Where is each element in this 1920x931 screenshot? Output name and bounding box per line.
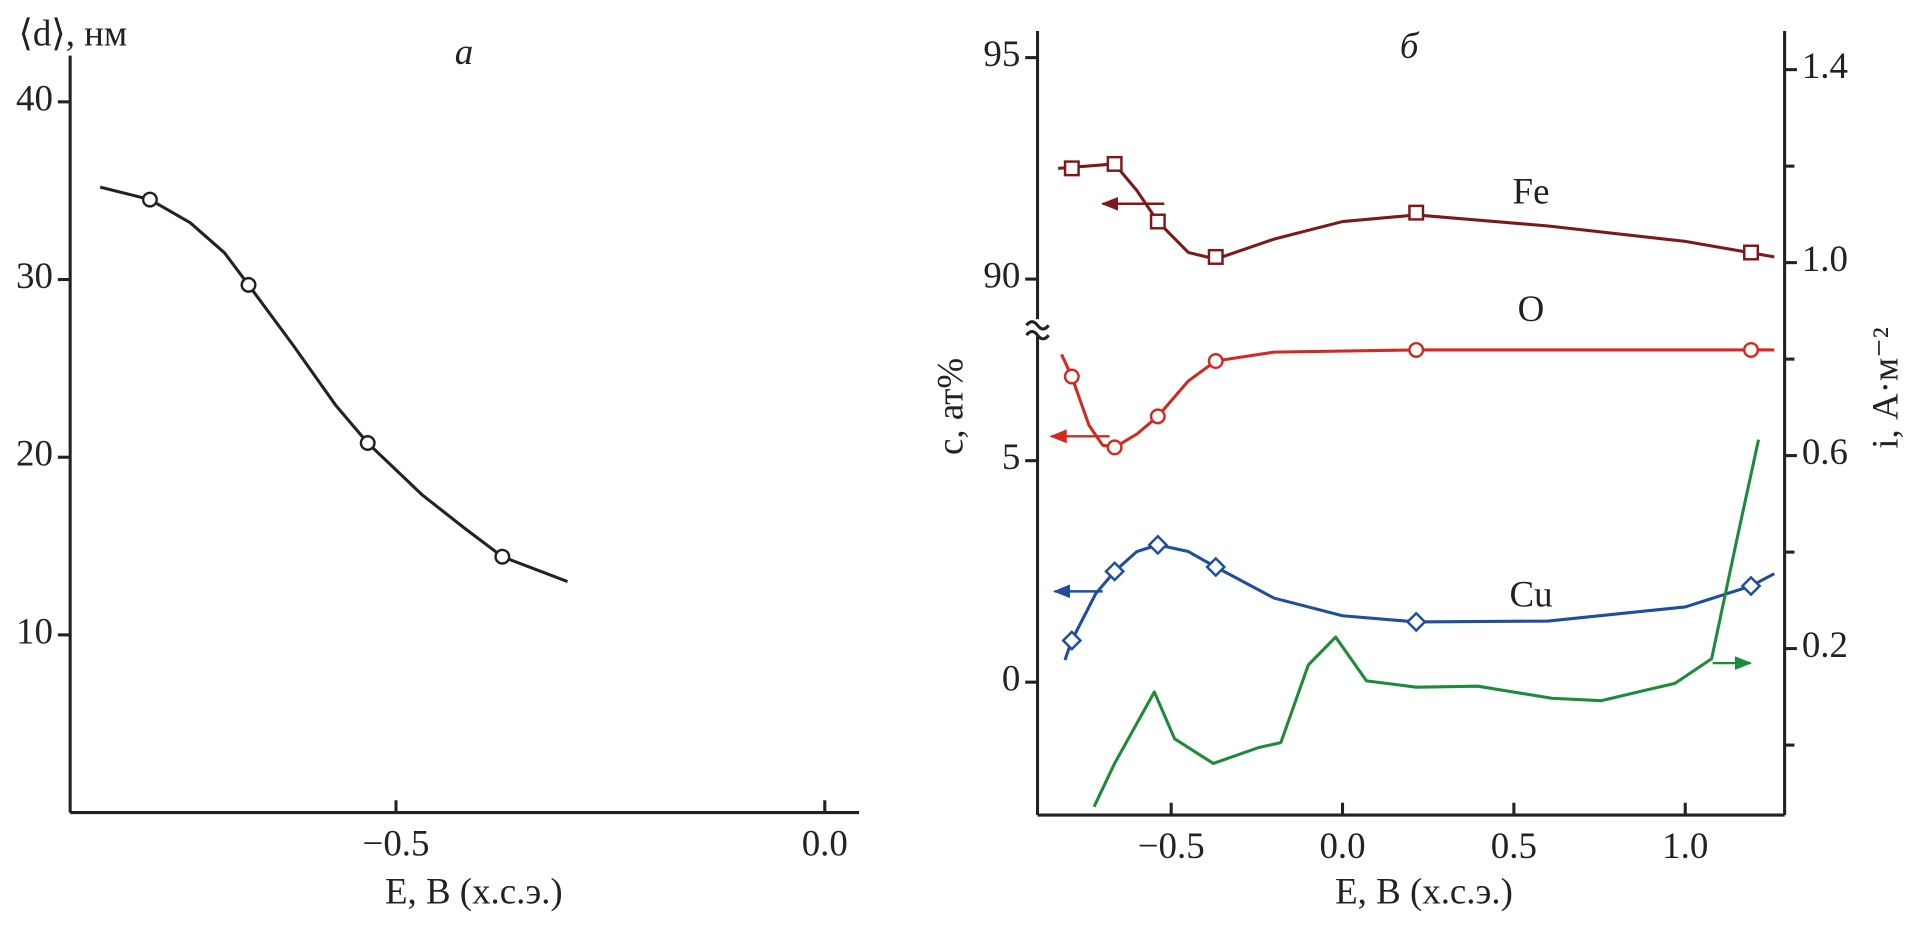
x-tick-label: −0.5 bbox=[1138, 825, 1205, 866]
x-tick-label: 0.0 bbox=[1319, 825, 1365, 866]
data-point bbox=[1740, 575, 1762, 597]
panel-label: б bbox=[1400, 25, 1420, 66]
series-label: O bbox=[1518, 288, 1545, 329]
data-point bbox=[1205, 556, 1227, 578]
y-tick-label: 10 bbox=[16, 610, 53, 651]
y-tick-label: 30 bbox=[16, 255, 53, 296]
data-point bbox=[1408, 204, 1425, 221]
data-point bbox=[1408, 341, 1425, 358]
axis-break bbox=[1025, 320, 1050, 331]
panel-label: а bbox=[455, 31, 473, 72]
data-point bbox=[1743, 244, 1760, 261]
data-point bbox=[1743, 341, 1760, 358]
series-line bbox=[1063, 543, 1775, 661]
y-tick-label: 90 bbox=[983, 255, 1020, 296]
x-tick-label: 1.0 bbox=[1662, 825, 1708, 866]
y2-tick-label: 1.0 bbox=[1802, 238, 1848, 279]
x-axis-label: E, В (х.с.э.) bbox=[1335, 871, 1513, 913]
data-point bbox=[1207, 248, 1224, 265]
data-point bbox=[1063, 160, 1080, 177]
y-tick-label: 40 bbox=[16, 77, 53, 118]
y-tick-label: 5 bbox=[1002, 436, 1020, 477]
data-point bbox=[1063, 368, 1080, 385]
data-point bbox=[240, 276, 257, 293]
data-point bbox=[359, 434, 376, 451]
data-point bbox=[1149, 408, 1166, 425]
y-tick-label: 95 bbox=[983, 33, 1020, 74]
data-point bbox=[1207, 353, 1224, 370]
data-point bbox=[1106, 439, 1123, 456]
axis-break bbox=[1025, 329, 1050, 341]
data-point bbox=[1106, 155, 1123, 172]
x-tick-label: 0.5 bbox=[1491, 825, 1537, 866]
series-line bbox=[1057, 162, 1775, 261]
y-tick-label: 20 bbox=[16, 433, 53, 474]
series-line bbox=[1060, 348, 1775, 449]
data-point bbox=[1104, 561, 1126, 582]
series-line bbox=[1092, 439, 1761, 808]
y2-axis-label: i, А·м⁻² bbox=[1865, 327, 1906, 449]
y-axis-label: c, ат% bbox=[929, 358, 970, 455]
data-point bbox=[1405, 611, 1427, 633]
x-tick-label: −0.5 bbox=[363, 823, 430, 864]
x-axis-label: E, В (х.с.э.) bbox=[385, 871, 563, 913]
y2-tick-label: 0.2 bbox=[1802, 624, 1848, 665]
x-tick-label: 0.0 bbox=[802, 823, 848, 864]
data-point bbox=[1149, 213, 1166, 230]
data-point bbox=[141, 191, 158, 208]
series-line bbox=[99, 185, 569, 583]
series-label: Fe bbox=[1513, 170, 1550, 211]
data-point bbox=[1061, 630, 1083, 651]
y2-tick-label: 1.4 bbox=[1802, 45, 1848, 86]
series-label: Cu bbox=[1509, 573, 1552, 614]
y-axis-label: ⟨d⟩, нм bbox=[18, 13, 127, 54]
y2-tick-label: 0.6 bbox=[1802, 431, 1848, 472]
data-point bbox=[1147, 534, 1169, 556]
data-point bbox=[494, 548, 511, 565]
y-tick-label: 0 bbox=[1002, 658, 1020, 699]
